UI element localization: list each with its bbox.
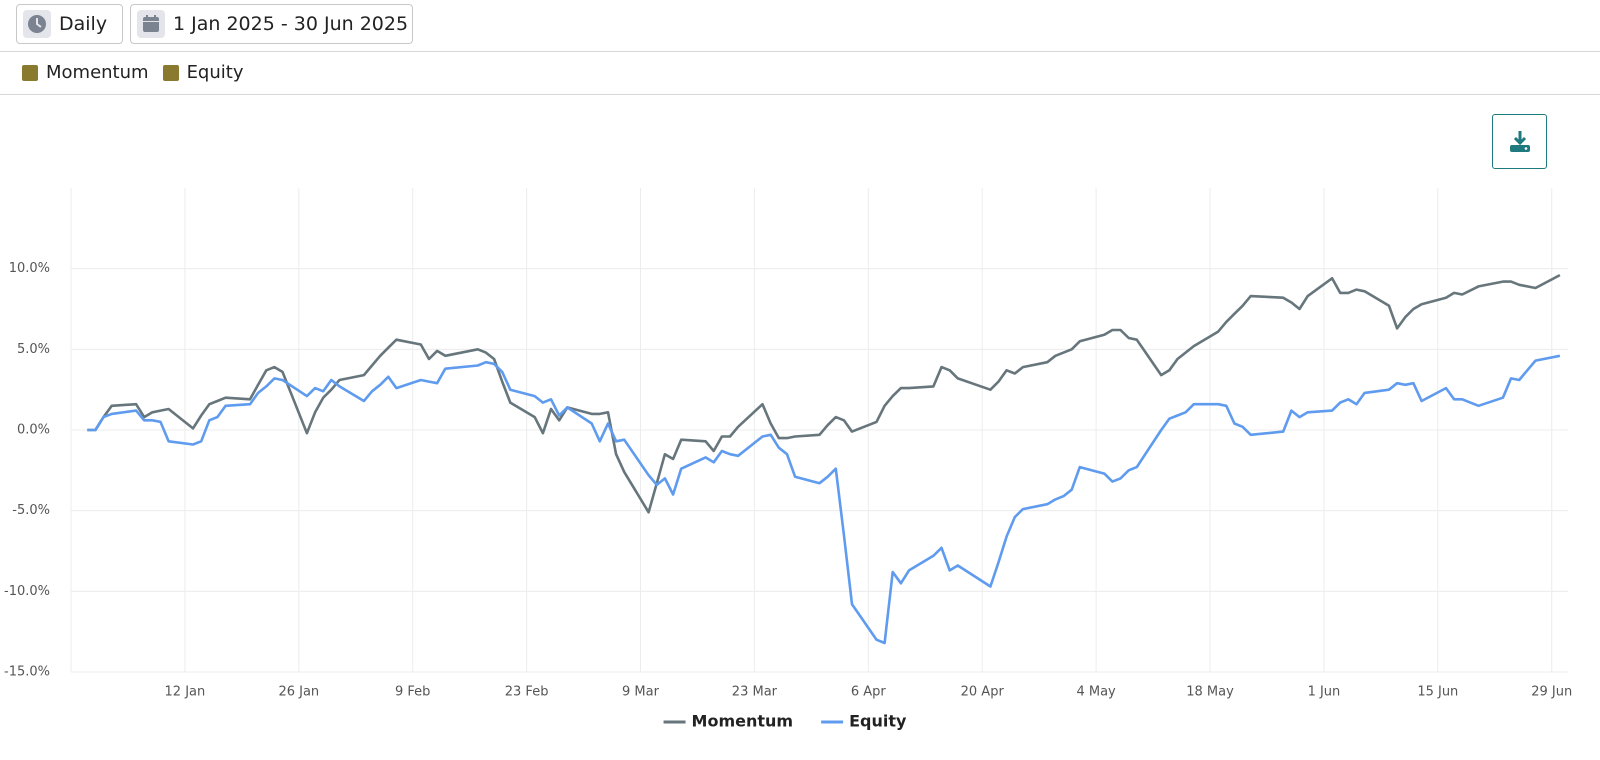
x-tick-label: 18 May: [1186, 685, 1234, 700]
filter-label: Momentum: [46, 62, 149, 83]
series-line: [87, 354, 1561, 645]
x-tick-label: 15 Jun: [1417, 685, 1458, 700]
interval-label: Daily: [59, 13, 108, 35]
date-range-button[interactable]: 1 Jan 2025 - 30 Jun 2025: [130, 4, 413, 44]
series-filter[interactable]: Momentum: [22, 62, 149, 83]
clock-icon: [23, 10, 51, 38]
x-tick-label: 23 Feb: [505, 685, 549, 700]
y-tick-label: 10.0%: [9, 261, 50, 276]
legend: Momentum Equity: [663, 712, 907, 731]
filter-swatch: [162, 64, 179, 81]
x-tick-label: 26 Jan: [278, 685, 319, 700]
x-tick-label: 12 Jan: [165, 685, 206, 700]
x-tick-label: 20 Apr: [961, 685, 1005, 700]
y-tick-label: -5.0%: [12, 503, 50, 518]
x-tick-label: 29 Jun: [1531, 685, 1572, 700]
interval-button[interactable]: Daily: [16, 4, 123, 44]
y-tick-label: -15.0%: [4, 665, 50, 680]
download-button[interactable]: [1492, 114, 1547, 169]
series-filter[interactable]: Equity: [162, 62, 244, 83]
x-tick-label: 23 Mar: [732, 685, 778, 700]
divider: [0, 94, 1600, 95]
legend-label: Equity: [849, 712, 907, 731]
divider: [0, 51, 1600, 52]
filter-label: Equity: [186, 62, 244, 83]
calendar-icon: [137, 10, 165, 38]
date-range-label: 1 Jan 2025 - 30 Jun 2025: [173, 13, 409, 35]
x-tick-label: 1 Jun: [1308, 685, 1341, 700]
y-tick-label: -10.0%: [4, 584, 50, 599]
x-tick-label: 9 Mar: [622, 685, 660, 700]
legend-label: Momentum: [692, 712, 794, 731]
y-tick-label: 5.0%: [17, 342, 50, 357]
download-icon: [1509, 130, 1530, 152]
series-line: [87, 273, 1561, 514]
x-tick-label: 9 Feb: [395, 685, 430, 700]
filter-swatch: [22, 64, 38, 81]
x-tick-label: 6 Apr: [851, 685, 887, 700]
x-tick-label: 4 May: [1076, 685, 1116, 700]
y-tick-label: 0.0%: [17, 423, 50, 438]
